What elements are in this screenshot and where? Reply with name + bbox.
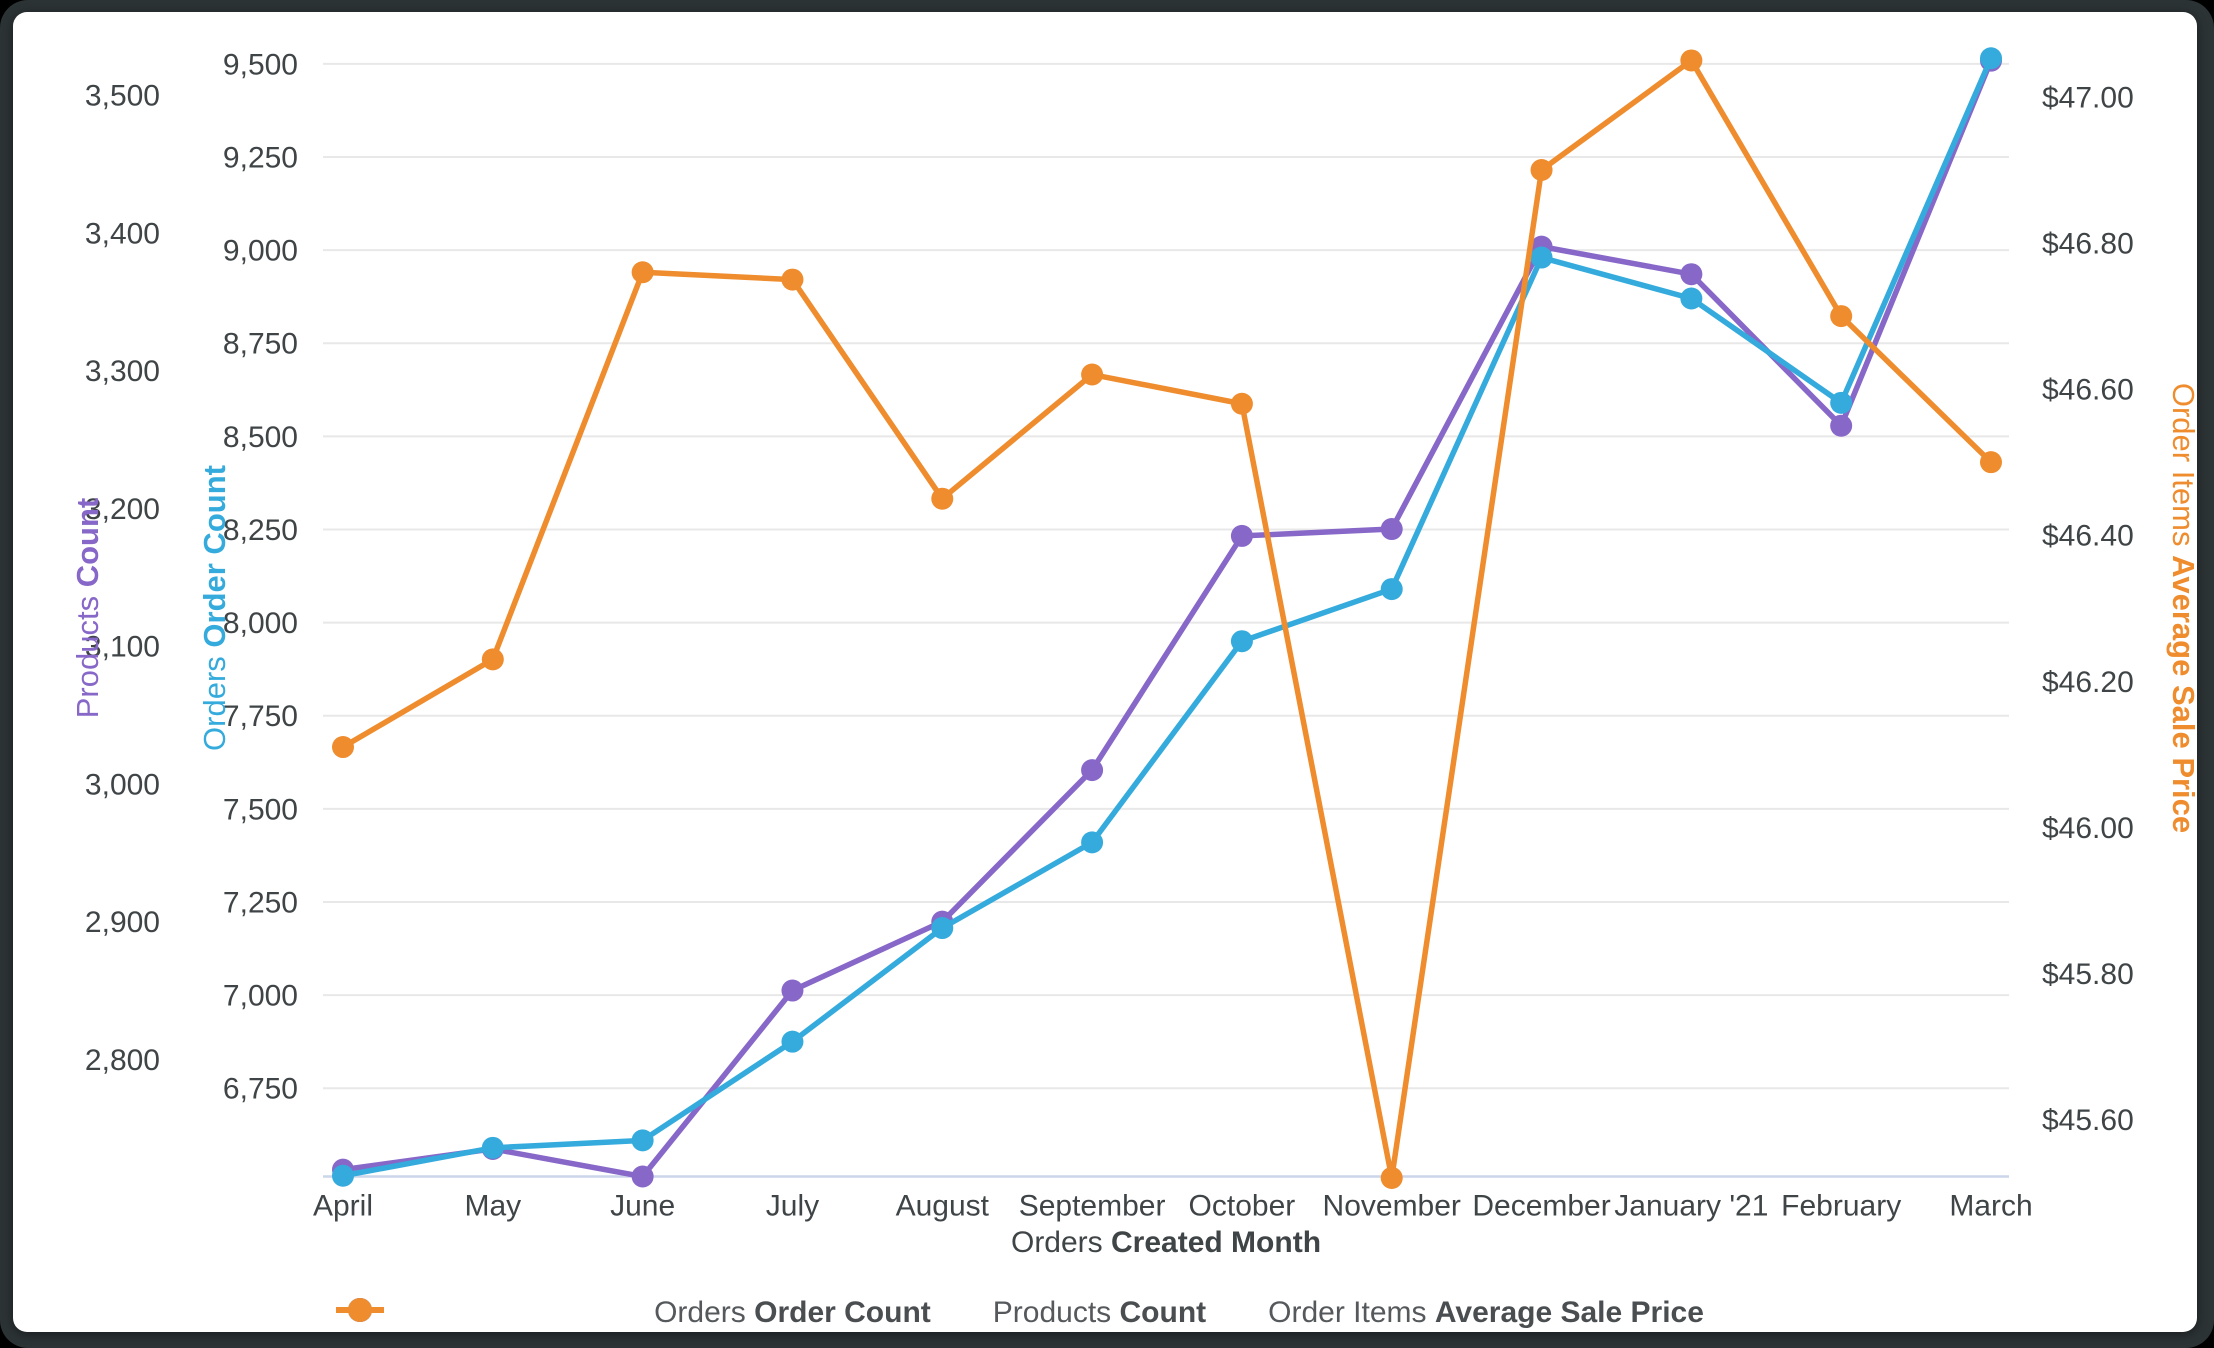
- x-axis-category-label: November: [1323, 1190, 1461, 1223]
- price-axis-tick-label: $45.80: [2042, 958, 2134, 991]
- y-axis-title-orders: Orders Order Count: [197, 465, 232, 751]
- x-axis-category-label: January '21: [1614, 1190, 1768, 1223]
- x-axis-title: Orders Created Month: [1010, 1226, 1322, 1259]
- series-line-products: [340, 57, 1994, 1180]
- legend-label: Orders Order Count: [654, 1296, 931, 1329]
- series-point-products[interactable]: [631, 1165, 654, 1188]
- products-axis-tick-label: 3,200: [85, 493, 160, 526]
- x-axis-category-label: June: [610, 1190, 675, 1223]
- series-point-orders[interactable]: [332, 1164, 354, 1187]
- legend-label: Products Count: [992, 1296, 1207, 1329]
- price-axis-tick-label: $45.60: [2042, 1104, 2134, 1137]
- price-axis-tick-label: $46.60: [2042, 374, 2134, 407]
- orders-axis-tick-label: 9,000: [223, 235, 298, 268]
- orders-axis-tick-label: 7,250: [223, 886, 298, 919]
- price-axis-tick-label: $47.00: [2042, 81, 2134, 114]
- series-point-orders[interactable]: [631, 1129, 654, 1152]
- series-point-products[interactable]: [1830, 414, 1853, 437]
- series-point-orders[interactable]: [481, 1136, 504, 1159]
- products-axis-tick-label: 3,100: [85, 631, 160, 664]
- x-axis-category-label: July: [766, 1190, 819, 1223]
- orders-axis-tick-label: 8,250: [223, 514, 298, 547]
- price-axis-tick-label: $46.20: [2042, 666, 2134, 699]
- series-point-price[interactable]: [332, 736, 354, 759]
- series-point-price[interactable]: [1380, 1166, 1403, 1189]
- series-point-products[interactable]: [1230, 524, 1253, 547]
- orders-axis-tick-label: 9,250: [223, 141, 298, 174]
- price-axis-tick-label: $46.00: [2042, 812, 2134, 845]
- series-point-products[interactable]: [1380, 518, 1403, 541]
- series-point-price[interactable]: [1680, 49, 1703, 72]
- orders-axis-tick-label: 8,500: [223, 421, 298, 454]
- products-axis-tick-label: 2,800: [85, 1044, 160, 1077]
- legend-item-price[interactable]: Order Items Average Sale Price: [336, 1296, 1704, 1330]
- orders-axis-tick-label: 7,750: [223, 700, 298, 733]
- series-point-products[interactable]: [1680, 263, 1703, 286]
- series-point-orders[interactable]: [931, 917, 954, 940]
- orders-axis-tick-label: 7,000: [223, 980, 298, 1013]
- series-point-orders[interactable]: [1530, 246, 1553, 269]
- series-point-price[interactable]: [1830, 305, 1853, 328]
- chart-card: 6,750 7,000 7,250 7,500 7,750 8,000 8,250 8,500…: [13, 12, 2197, 1332]
- products-axis-tick-label: 3,500: [85, 80, 160, 113]
- price-axis-tick-label: $46.40: [2042, 520, 2134, 553]
- series-point-orders[interactable]: [1380, 578, 1403, 601]
- series-line-price: [340, 57, 1994, 1181]
- x-axis-category-label: September: [1019, 1190, 1166, 1223]
- series-point-price[interactable]: [1530, 159, 1553, 182]
- legend-item-products[interactable]: Products Count: [336, 1296, 1207, 1330]
- products-axis-tick-label: 3,400: [85, 217, 160, 250]
- legend-label: Order Items Average Sale Price: [1268, 1296, 1704, 1329]
- series-point-price[interactable]: [1230, 392, 1253, 415]
- series-point-price[interactable]: [1081, 363, 1104, 386]
- series-point-orders[interactable]: [1680, 287, 1703, 310]
- x-axis-category-label: December: [1472, 1190, 1610, 1223]
- products-axis-tick-label: 3,300: [85, 355, 160, 388]
- products-axis-tick-label: 3,000: [85, 768, 160, 801]
- series-point-orders[interactable]: [781, 1030, 804, 1053]
- series-point-price[interactable]: [631, 261, 654, 284]
- orders-axis-tick-label: 9,500: [223, 48, 298, 81]
- x-axis-category-label: April: [313, 1190, 373, 1223]
- series-line-orders: [340, 55, 1994, 1179]
- orders-axis-tick-label: 6,750: [223, 1073, 298, 1106]
- price-axis-tick-label: $46.80: [2042, 228, 2134, 261]
- legend: Orders Order Count Products Count Order It…: [336, 1296, 2022, 1330]
- x-axis-category-label: August: [896, 1190, 990, 1223]
- axis-title-text: Products: [70, 595, 105, 719]
- series-point-price[interactable]: [481, 648, 504, 671]
- axis-title-text: Orders: [197, 656, 232, 751]
- x-axis-category-label: February: [1781, 1190, 1901, 1223]
- series-point-orders[interactable]: [1980, 47, 2002, 70]
- orders-axis-tick-label: 7,500: [223, 793, 298, 826]
- series-point-products[interactable]: [1081, 759, 1104, 782]
- series-point-orders[interactable]: [1230, 630, 1253, 653]
- x-axis-category-label: March: [1949, 1190, 2032, 1223]
- series-point-price[interactable]: [781, 268, 804, 291]
- legend-marker-icon: [336, 1298, 384, 1322]
- orders-axis-tick-label: 8,750: [223, 328, 298, 361]
- series-point-price[interactable]: [1980, 451, 2002, 474]
- series-point-price[interactable]: [931, 487, 954, 510]
- series-point-products[interactable]: [781, 979, 804, 1002]
- y-axis-title-price: Order Items Average Sale Price: [2165, 383, 2197, 833]
- orders-axis-tick-label: 8,000: [223, 607, 298, 640]
- x-axis-category-label: May: [464, 1190, 521, 1223]
- x-axis-category-label: October: [1189, 1190, 1296, 1223]
- series-point-orders[interactable]: [1830, 391, 1853, 414]
- legend-item-orders[interactable]: Orders Order Count: [336, 1296, 931, 1330]
- line-chart: 6,750 7,000 7,250 7,500 7,750 8,000 8,250 8,500…: [85, 47, 2134, 1223]
- series-point-orders[interactable]: [1081, 831, 1104, 854]
- axis-title-text: Order Items: [2166, 382, 2197, 547]
- products-axis-tick-label: 2,900: [85, 906, 160, 939]
- y-axis-title-products: Products Count: [70, 497, 105, 719]
